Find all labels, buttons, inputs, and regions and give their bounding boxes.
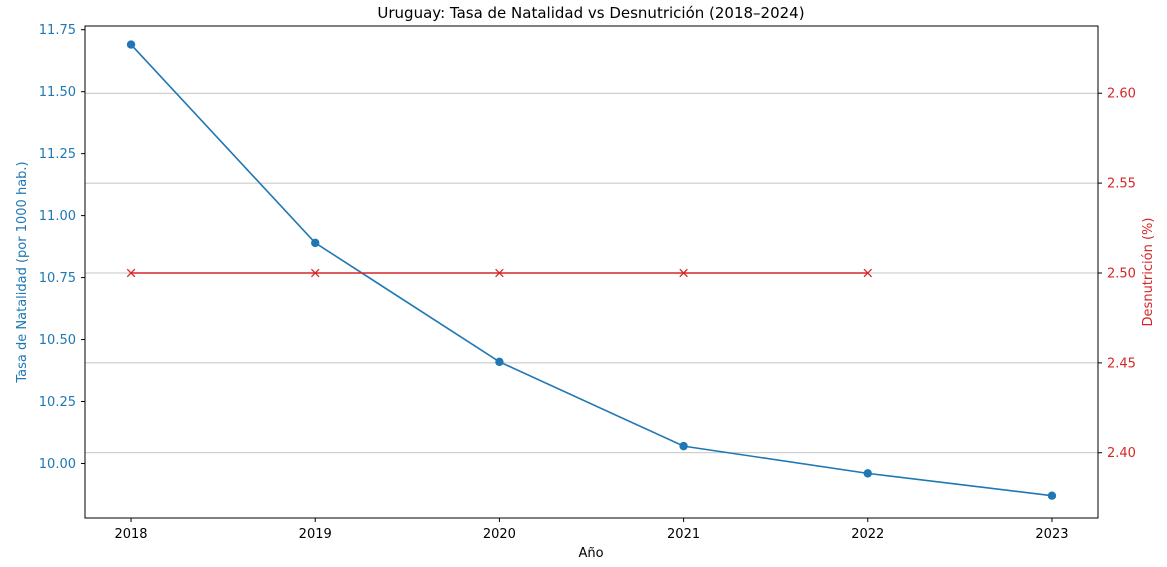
left-y-tick-label: 10.50 (39, 333, 76, 348)
right-y-axis: 2.40 2.45 2.50 2.55 2.60 (1098, 87, 1136, 461)
series-0-point (126, 40, 136, 49)
left-y-tick-label: 10.00 (39, 457, 76, 472)
series-0-point (679, 441, 688, 451)
series-1-point (495, 268, 504, 278)
right-y-tick-label: 2.55 (1107, 177, 1136, 192)
plot-frame (84, 25, 1099, 519)
left-y-axis: 10.00 10.25 10.50 10.75 11.00 11.25 11.50 11.75 (39, 23, 85, 472)
series-0-point (1047, 491, 1057, 500)
left-y-tick-label: 11.75 (39, 23, 76, 38)
x-tick-label: 2018 (114, 527, 147, 542)
right-y-tick-label: 2.40 (1107, 446, 1136, 461)
right-y-tick-label: 2.45 (1107, 356, 1136, 371)
series-0-point (311, 238, 320, 248)
left-y-tick-label: 10.25 (39, 395, 76, 410)
series-1-point (863, 268, 873, 278)
left-y-tick-label: 10.75 (39, 271, 76, 286)
right-y-tick-label: 2.50 (1107, 266, 1136, 281)
x-axis: 2018 2019 2020 2021 2022 2023 (114, 518, 1069, 542)
series-1-point (126, 268, 136, 278)
chart-title: Uruguay: Tasa de Natalidad vs Desnutrici… (377, 4, 804, 22)
x-tick-label: 2021 (667, 527, 700, 542)
left-y-axis-label: Tasa de Natalidad (por 1000 hab.) (15, 161, 30, 383)
right-y-axis-label: Desnutrición (%) (1141, 218, 1156, 327)
x-tick-label: 2019 (299, 527, 332, 542)
series-layer (126, 40, 1057, 500)
x-axis-label: Año (578, 546, 603, 561)
left-y-tick-label: 11.25 (39, 147, 76, 162)
x-tick-label: 2022 (851, 527, 884, 542)
left-y-tick-label: 11.00 (39, 209, 76, 224)
series-1-point (679, 268, 688, 278)
x-tick-label: 2020 (483, 527, 516, 542)
x-tick-label: 2023 (1035, 527, 1068, 542)
right-y-tick-label: 2.60 (1107, 87, 1136, 102)
series-0-point (495, 357, 504, 367)
series-0-line (130, 44, 1053, 497)
series-1-point (310, 268, 320, 278)
left-y-tick-label: 11.50 (39, 85, 76, 100)
series-0-point (863, 469, 872, 478)
